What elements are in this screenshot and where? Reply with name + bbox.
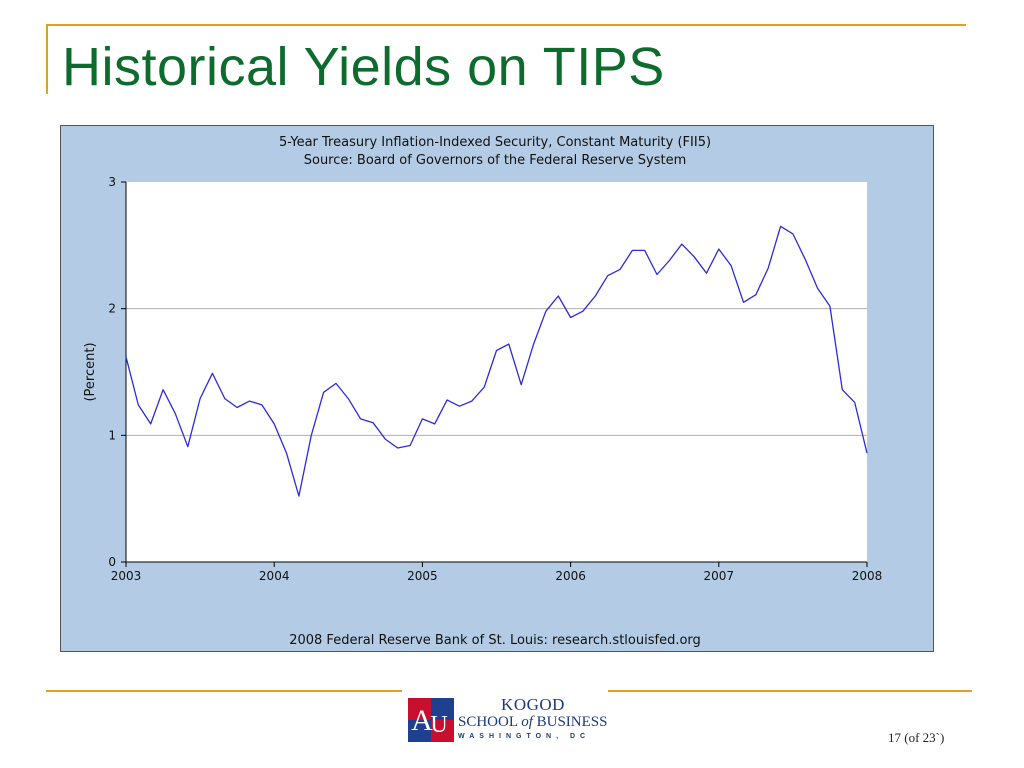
logo-line-location: WASHINGTON, DC (458, 733, 591, 740)
x-tick-label: 2005 (407, 569, 438, 583)
x-tick-label: 2004 (259, 569, 290, 583)
plot-area (126, 182, 867, 562)
x-tick-label: 2006 (555, 569, 586, 583)
tick-labels: 0 1 2 3 2003 2004 2005 2006 2007 2008 (108, 175, 882, 583)
svg-text:U: U (430, 712, 447, 738)
chart-footer: 2008 Federal Reserve Bank of St. Louis: … (289, 633, 701, 648)
series-line (125, 225, 868, 497)
x-tick-label: 2008 (852, 569, 883, 583)
y-axis-label: (Percent) (83, 342, 98, 401)
logo-line-kogod: KOGOD (501, 695, 565, 714)
left-accent-rule (46, 24, 48, 94)
au-logo-icon: A U (408, 698, 454, 742)
y-tick-label: 3 (108, 175, 116, 189)
logo-line-school: SCHOOL of BUSINESS (458, 714, 608, 730)
x-tick-label: 2007 (704, 569, 735, 583)
footer-rule-right (608, 690, 972, 692)
axes (121, 181, 868, 567)
page-number: 17 (of 23`) (888, 730, 945, 745)
y-tick-label: 2 (108, 302, 116, 316)
chart-panel: 5-Year Treasury Inflation-Indexed Securi… (60, 125, 934, 652)
chart-title: 5-Year Treasury Inflation-Indexed Securi… (279, 135, 711, 150)
top-accent-rule (46, 24, 966, 26)
x-tick-label: 2003 (111, 569, 142, 583)
y-tick-label: 0 (108, 555, 116, 569)
series-layer (125, 225, 868, 497)
logo-wordmark: KOGOD SCHOOL of BUSINESS WASHINGTON, DC (458, 696, 608, 743)
kogod-logo: A U KOGOD SCHOOL of BUSINESS WASHINGTON,… (404, 690, 608, 746)
slide-title: Historical Yields on TIPS (62, 37, 665, 97)
chart-subtitle: Source: Board of Governors of the Federa… (304, 153, 687, 168)
y-tick-label: 1 (108, 428, 116, 442)
grid-lines (126, 308, 867, 436)
footer-rule-left (46, 690, 402, 692)
svg-text:A: A (411, 704, 433, 737)
line-chart: 5-Year Treasury Inflation-Indexed Securi… (83, 135, 882, 648)
